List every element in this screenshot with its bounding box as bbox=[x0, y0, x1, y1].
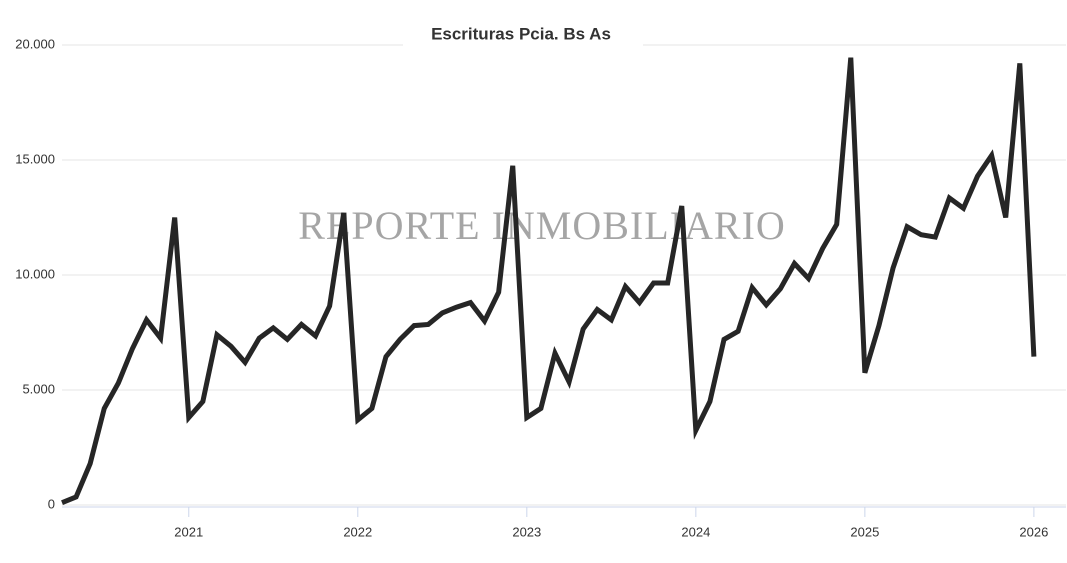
data-line bbox=[61, 57, 1037, 506]
title-background bbox=[403, 22, 643, 48]
y-tick-label: 0 bbox=[48, 496, 55, 511]
x-tick-label: 2025 bbox=[850, 524, 879, 539]
x-tick-label: 2023 bbox=[512, 524, 541, 539]
x-tick-label: 2024 bbox=[681, 524, 710, 539]
chart-title: Escrituras Pcia. Bs As bbox=[431, 24, 611, 43]
watermark: REPORTE INMOBILIARIO bbox=[298, 203, 786, 248]
x-tick-label: 2021 bbox=[174, 524, 203, 539]
y-tick-label: 15.000 bbox=[15, 151, 55, 166]
y-tick-label: 10.000 bbox=[15, 266, 55, 281]
y-tick-label: 20.000 bbox=[15, 36, 55, 51]
y-tick-label: 5.000 bbox=[22, 381, 55, 396]
x-tick-label: 2026 bbox=[1019, 524, 1048, 539]
x-tick-label: 2022 bbox=[343, 524, 372, 539]
